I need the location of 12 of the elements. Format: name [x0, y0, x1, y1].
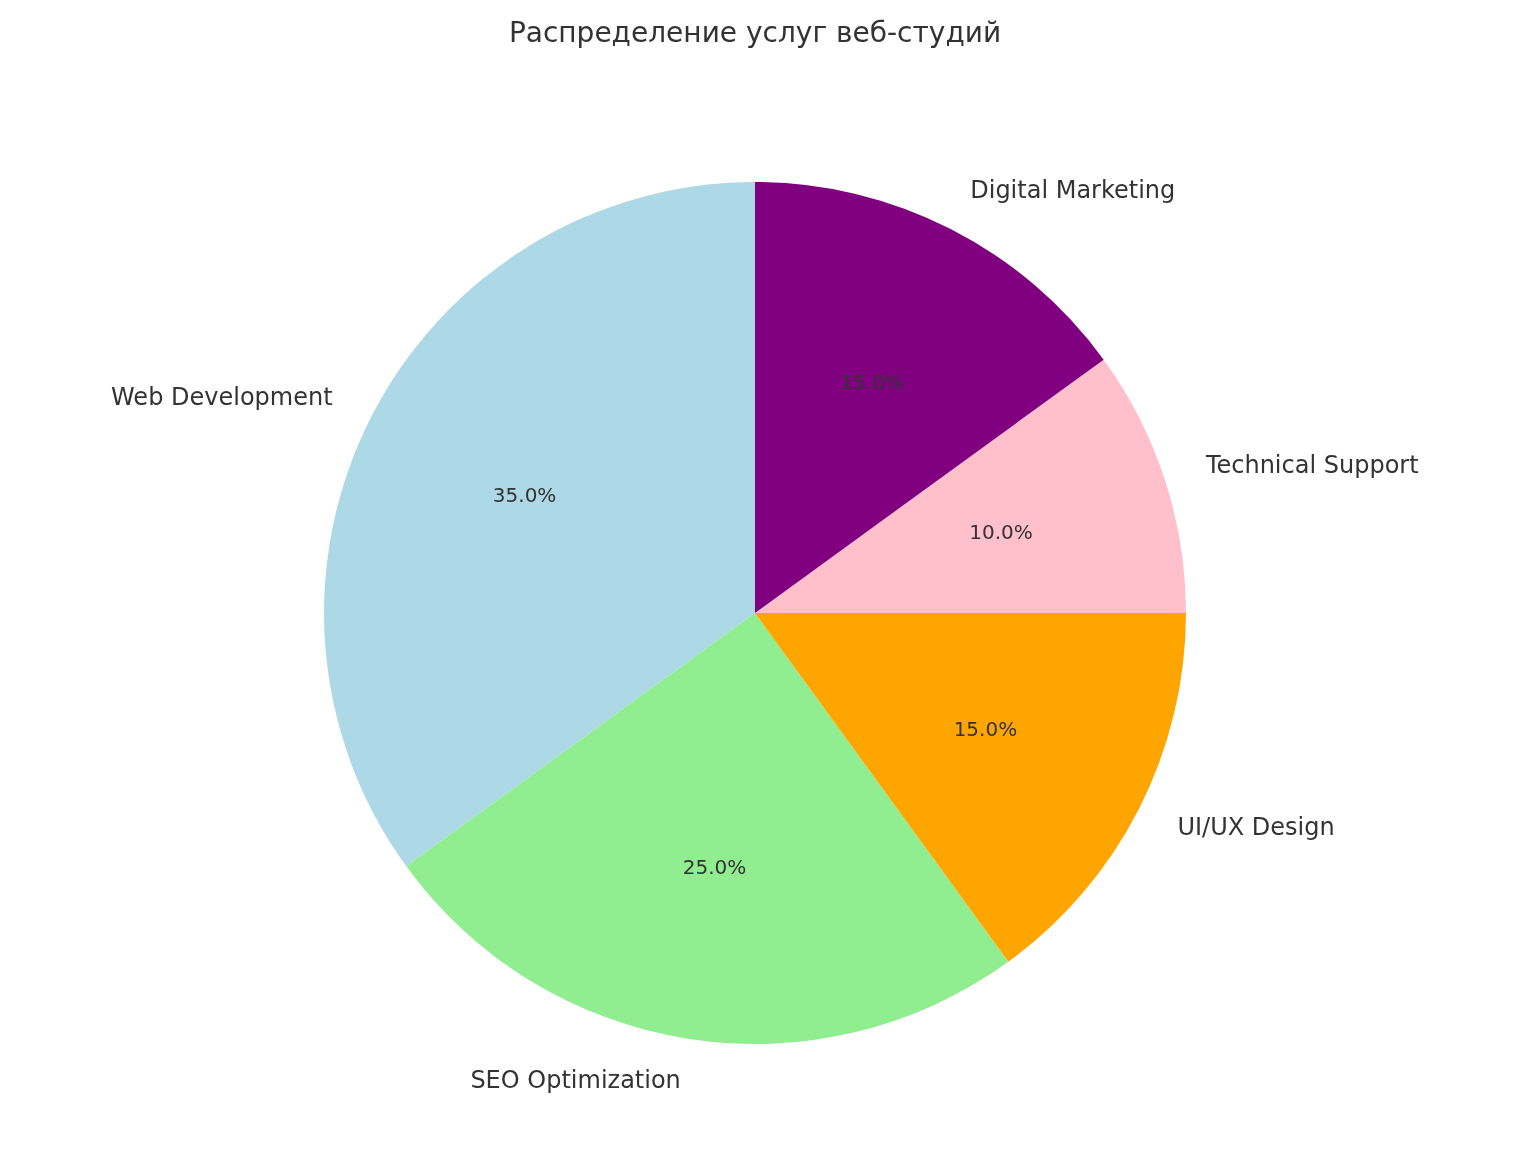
data-label: 25.0% — [682, 855, 747, 880]
slice-label: UI/UX Design — [1177, 813, 1335, 842]
slice-label: Digital Marketing — [970, 175, 1176, 204]
slice-label: SEO Optimization — [470, 1066, 681, 1095]
chart-title: Распределение услуг веб-студий — [508, 16, 1002, 49]
slice-label: Web Development — [111, 382, 333, 411]
data-label: 35.0% — [492, 482, 557, 507]
data-label: 15.0% — [953, 717, 1018, 742]
data-label: 10.0% — [969, 520, 1033, 545]
pie-slice — [755, 359, 1186, 613]
data-label: 15.0% — [840, 369, 905, 394]
slice-label: Technical Support — [1204, 451, 1419, 480]
